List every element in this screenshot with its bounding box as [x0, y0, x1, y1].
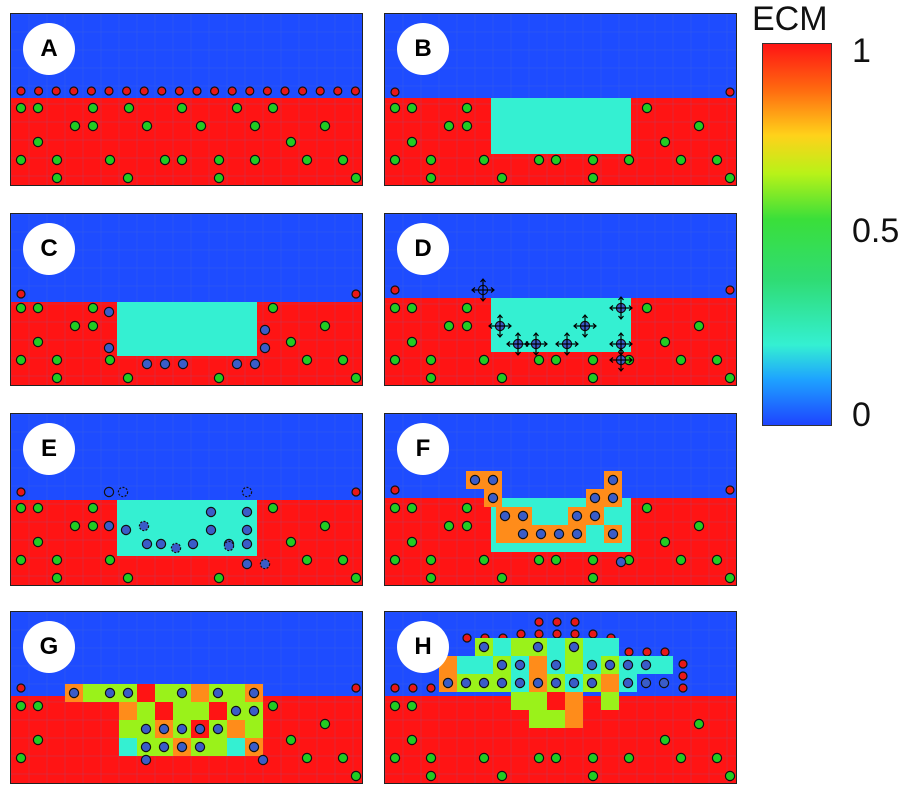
- colorbar-title: ECM: [752, 0, 828, 38]
- panel-b: B: [384, 13, 737, 186]
- panel-d-label: D: [397, 223, 449, 275]
- panel-f-label: F: [397, 423, 449, 475]
- panel-d: D: [384, 213, 737, 386]
- panel-c: C: [10, 213, 363, 386]
- panel-c-canvas: [11, 214, 362, 385]
- panel-f-canvas: [385, 414, 736, 585]
- panel-f: F: [384, 413, 737, 586]
- panel-g-label: G: [23, 621, 75, 673]
- colorbar-tick-max: 1: [852, 32, 871, 70]
- panel-a: A: [10, 13, 363, 186]
- panel-b-label: B: [397, 23, 449, 75]
- panel-g: G: [10, 611, 363, 784]
- panel-h: H: [384, 611, 737, 784]
- colorbar: [762, 43, 832, 426]
- panel-h-label: H: [397, 621, 449, 673]
- colorbar-tick-mid: 0.5: [852, 212, 900, 250]
- panel-e: E: [10, 413, 363, 586]
- panel-c-label: C: [23, 223, 75, 275]
- colorbar-tick-min: 0: [852, 396, 871, 434]
- panel-e-label: E: [23, 423, 75, 475]
- panel-a-label: A: [23, 23, 75, 75]
